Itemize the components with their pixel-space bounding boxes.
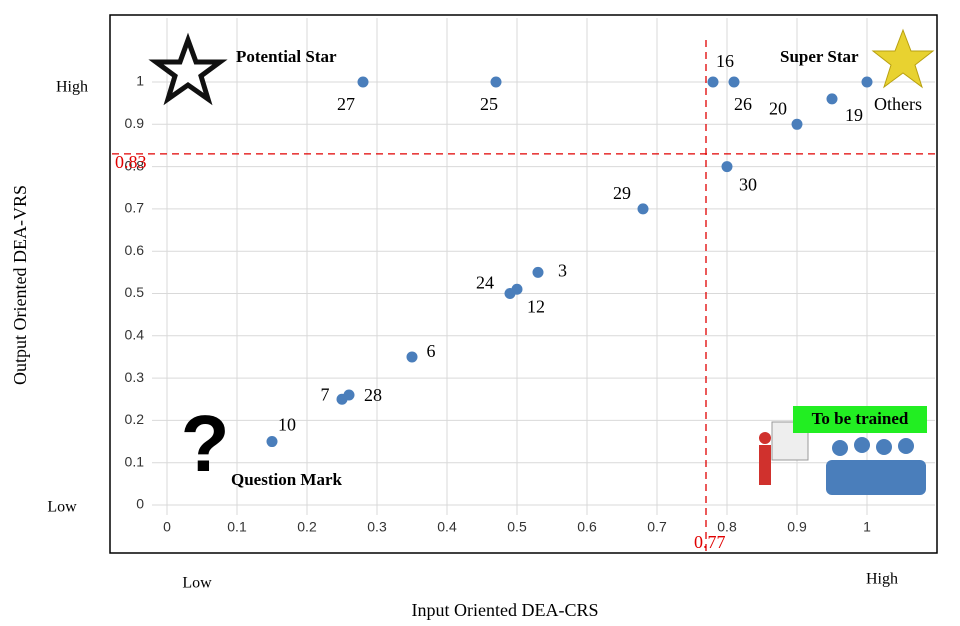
point-label: 29 [613,183,631,203]
point [861,76,873,88]
x-tick-label: 0.2 [297,519,317,535]
point [357,76,369,88]
x-tick-label: 0.5 [507,519,527,535]
x-tick-label: 0 [163,519,171,535]
point-label: Others [874,94,922,114]
point [728,76,740,88]
y-axis-label: Output Oriented DEA-VRS [10,185,30,385]
point-label: 16 [716,51,734,71]
y-tick-label: 0.5 [125,284,145,300]
x-tick-label: 0.7 [647,519,667,535]
quadrant-label-bg [793,406,927,433]
point-label: 30 [739,175,757,195]
x-axis-label: Input Oriented DEA-CRS [412,600,599,620]
y-tick-label: 1 [136,73,144,89]
x-tick-label: 0.8 [717,519,737,535]
quadrant-label: Super Star [780,47,859,66]
point [707,76,719,88]
x-level-label: High [866,571,898,588]
point [406,351,418,363]
point-label: 12 [527,296,545,316]
y-tick-label: 0.3 [125,369,145,385]
point-label: 3 [558,260,567,280]
point [721,161,733,173]
y-level-label: Low [47,499,77,516]
x-tick-label: 0.1 [227,519,247,535]
x-tick-label: 0.6 [577,519,597,535]
point-label: 19 [845,105,863,125]
quadrant-label: Question Mark [231,470,343,489]
y-tick-label: 0.4 [125,327,145,343]
point [511,283,523,295]
frame [109,14,938,554]
question-icon: ? [181,399,230,488]
point-label: 20 [769,98,787,118]
gold-star-icon [871,28,935,89]
y-tick-label: 0.2 [125,411,145,427]
y-tick-label: 0 [136,496,144,512]
x-level-label: Low [182,575,212,592]
point-label: 6 [427,341,436,361]
point [266,436,278,448]
x-tick-label: 0.4 [437,519,457,535]
point [826,93,838,105]
threshold-label: 0.83 [115,152,147,172]
quadrant-label: To be trained [812,409,909,428]
point-label: 25 [480,94,498,114]
x-tick-label: 0.9 [787,519,807,535]
point-label: 26 [734,94,752,114]
point [791,118,803,130]
trainer-icon [759,421,926,495]
y-tick-label: 0.6 [125,242,145,258]
point [532,266,544,278]
point-label: 7 [321,384,330,404]
y-tick-label: 0.7 [125,200,145,216]
x-tick-label: 1 [863,519,871,535]
point-label: 10 [278,415,296,435]
point-label: 28 [364,385,382,405]
y-level-label: High [56,79,88,96]
y-tick-label: 0.9 [125,115,145,131]
y-tick-label: 0.8 [125,157,145,173]
point [343,389,355,401]
threshold-label: 0.77 [694,532,726,552]
dark-star-icon [148,32,228,106]
y-tick-label: 0.1 [125,453,145,469]
quadrant-label: Potential Star [236,47,337,66]
point-label: 27 [337,94,355,114]
point [490,76,502,88]
point-label: 24 [476,273,494,293]
point [637,203,649,215]
x-tick-label: 0.3 [367,519,387,535]
